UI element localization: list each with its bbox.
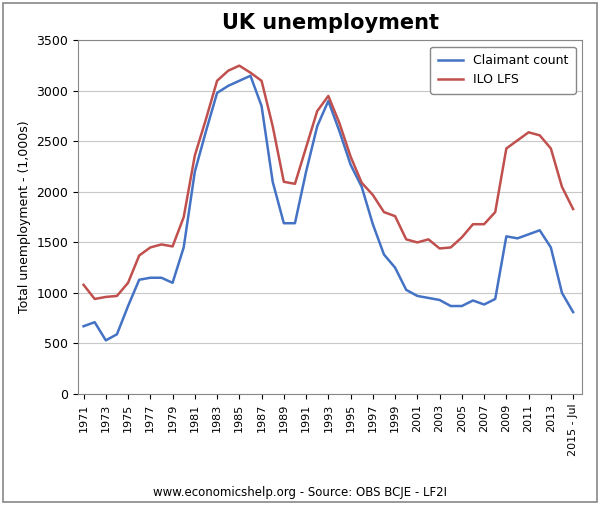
ILO LFS <box>136 252 143 259</box>
Claimant count <box>391 265 398 271</box>
ILO LFS <box>280 179 287 185</box>
ILO LFS <box>325 93 332 99</box>
Claimant count <box>569 309 577 315</box>
Claimant count <box>425 295 432 301</box>
Claimant count <box>469 297 476 304</box>
ILO LFS <box>503 145 510 152</box>
ILO LFS <box>391 213 398 219</box>
ILO LFS <box>358 180 365 186</box>
ILO LFS <box>314 108 321 114</box>
ILO LFS <box>514 137 521 143</box>
Claimant count <box>102 337 109 343</box>
Claimant count <box>292 220 299 226</box>
Claimant count <box>314 123 321 129</box>
ILO LFS <box>347 154 354 160</box>
Claimant count <box>447 303 454 309</box>
ILO LFS <box>102 294 109 300</box>
Claimant count <box>336 128 343 134</box>
ILO LFS <box>425 236 432 242</box>
ILO LFS <box>124 280 131 286</box>
Claimant count <box>258 103 265 109</box>
Claimant count <box>403 287 410 293</box>
ILO LFS <box>180 214 187 220</box>
ILO LFS <box>458 234 466 240</box>
Line: Claimant count: Claimant count <box>83 76 573 340</box>
Claimant count <box>302 169 310 175</box>
ILO LFS <box>147 244 154 250</box>
ILO LFS <box>269 123 277 129</box>
Y-axis label: Total unemployment - (1,000s): Total unemployment - (1,000s) <box>18 121 31 314</box>
ILO LFS <box>525 129 532 135</box>
Claimant count <box>80 323 87 329</box>
ILO LFS <box>113 293 121 299</box>
ILO LFS <box>447 244 454 250</box>
Text: www.economicshelp.org - Source: OBS BCJE - LF2I: www.economicshelp.org - Source: OBS BCJE… <box>153 486 447 499</box>
Claimant count <box>191 169 199 175</box>
ILO LFS <box>569 206 577 212</box>
ILO LFS <box>247 70 254 76</box>
ILO LFS <box>469 221 476 227</box>
ILO LFS <box>158 241 165 247</box>
ILO LFS <box>258 78 265 84</box>
Claimant count <box>136 277 143 283</box>
Claimant count <box>559 290 566 296</box>
Title: UK unemployment: UK unemployment <box>221 13 439 33</box>
Claimant count <box>369 221 376 227</box>
Claimant count <box>481 301 488 308</box>
Claimant count <box>536 227 544 233</box>
Claimant count <box>280 220 287 226</box>
Legend: Claimant count, ILO LFS: Claimant count, ILO LFS <box>430 46 576 94</box>
Claimant count <box>124 303 131 309</box>
ILO LFS <box>191 153 199 159</box>
Claimant count <box>436 297 443 303</box>
ILO LFS <box>292 181 299 187</box>
ILO LFS <box>380 209 388 215</box>
ILO LFS <box>536 132 544 138</box>
ILO LFS <box>224 68 232 74</box>
Claimant count <box>158 275 165 281</box>
Claimant count <box>491 296 499 302</box>
Claimant count <box>458 303 466 309</box>
Claimant count <box>547 244 554 250</box>
Claimant count <box>503 233 510 239</box>
ILO LFS <box>202 116 209 122</box>
Claimant count <box>358 184 365 190</box>
Claimant count <box>214 90 221 96</box>
ILO LFS <box>547 145 554 152</box>
ILO LFS <box>491 209 499 215</box>
Claimant count <box>147 275 154 281</box>
ILO LFS <box>436 245 443 251</box>
Claimant count <box>202 128 209 134</box>
Claimant count <box>91 319 98 325</box>
Claimant count <box>269 179 277 185</box>
ILO LFS <box>336 120 343 126</box>
Claimant count <box>325 98 332 104</box>
ILO LFS <box>414 239 421 245</box>
Claimant count <box>236 78 243 84</box>
ILO LFS <box>369 192 376 198</box>
Claimant count <box>169 280 176 286</box>
Claimant count <box>180 244 187 250</box>
ILO LFS <box>169 243 176 249</box>
ILO LFS <box>214 78 221 84</box>
ILO LFS <box>403 236 410 242</box>
ILO LFS <box>302 144 310 150</box>
Claimant count <box>113 331 121 337</box>
ILO LFS <box>559 184 566 190</box>
ILO LFS <box>91 296 98 302</box>
Claimant count <box>247 73 254 79</box>
Line: ILO LFS: ILO LFS <box>83 66 573 299</box>
ILO LFS <box>481 221 488 227</box>
Claimant count <box>525 231 532 237</box>
Claimant count <box>224 83 232 89</box>
ILO LFS <box>236 63 243 69</box>
Claimant count <box>347 162 354 168</box>
ILO LFS <box>80 282 87 288</box>
Claimant count <box>514 235 521 241</box>
Claimant count <box>414 293 421 299</box>
Claimant count <box>380 251 388 258</box>
